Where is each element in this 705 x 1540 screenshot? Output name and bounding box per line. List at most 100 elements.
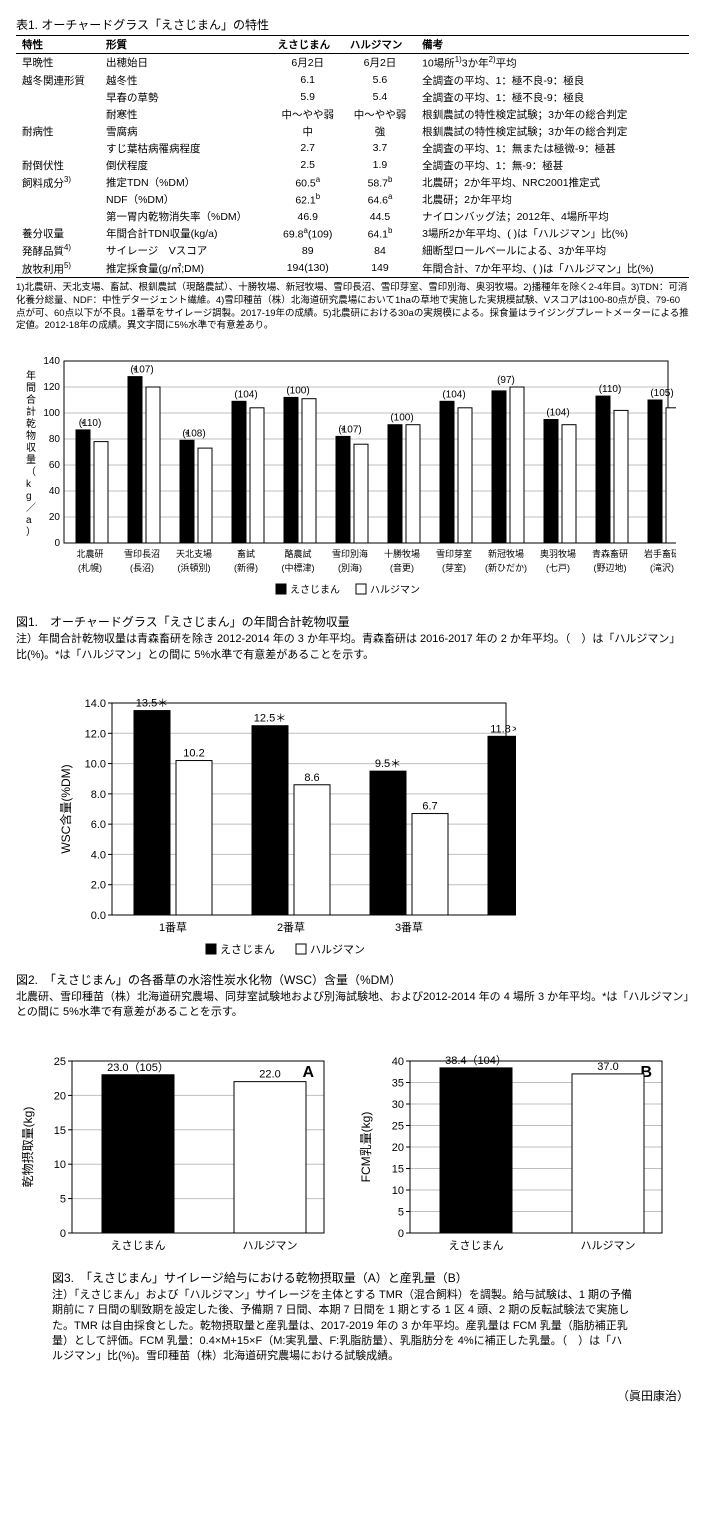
table-cell: 雪腐病: [100, 123, 272, 140]
table-cell: 89: [272, 242, 344, 260]
svg-text:雪印芽室: 雪印芽室: [436, 548, 472, 559]
svg-text:a: a: [26, 515, 32, 526]
table-cell: 64.6a: [344, 191, 416, 208]
svg-text:計: 計: [26, 405, 36, 418]
svg-text:20: 20: [49, 512, 61, 523]
table-cell: 2.7: [272, 140, 344, 157]
svg-text:年: 年: [26, 369, 36, 382]
svg-text:35: 35: [392, 1077, 404, 1089]
svg-text:13.5＊: 13.5＊: [136, 698, 168, 710]
fig2-chart: 0.02.04.06.08.010.012.014.0WSC含量(%DM)13.…: [56, 685, 689, 965]
table-cell: [16, 208, 100, 225]
svg-text:37.0: 37.0: [597, 1061, 618, 1073]
svg-text:(新得): (新得): [234, 562, 258, 573]
svg-text:／: ／: [26, 502, 36, 514]
svg-text:38.4（104）: 38.4（104）: [445, 1054, 507, 1067]
svg-text:25: 25: [54, 1056, 66, 1068]
svg-text:10.0: 10.0: [85, 759, 106, 771]
fig1-caption: 図1. オーチャードグラス「えさじまん」の年間合計乾物収量: [16, 613, 689, 630]
fig1-chart: 020406080100120140年間合計乾物収量（kg／a）(110)*北農…: [16, 347, 689, 607]
svg-text:合: 合: [26, 393, 36, 406]
table-cell: 耐倒伏性: [16, 157, 100, 174]
table-cell: 60.5a: [272, 174, 344, 192]
svg-text:(104): (104): [234, 390, 257, 401]
svg-text:25: 25: [392, 1120, 404, 1132]
svg-text:物: 物: [26, 429, 36, 442]
svg-text:雪印別海: 雪印別海: [332, 548, 368, 559]
table1-footnote: 1)北農研、天北支場、畜試、根釧農試（現酪農試）、十勝牧場、新冠牧場、雪印長沼、…: [16, 282, 689, 333]
svg-text:8.0: 8.0: [91, 789, 106, 801]
svg-text:12.5＊: 12.5＊: [254, 713, 286, 725]
svg-text:（: （: [26, 466, 36, 478]
svg-text:畜試: 畜試: [237, 548, 255, 559]
table-cell: [16, 106, 100, 123]
svg-text:新冠牧場: 新冠牧場: [488, 548, 524, 559]
fig3-caption: 図3. 「えさじまん」サイレージ給与における乾物摂取量（A）と産乳量（B）: [52, 1269, 689, 1286]
svg-text:(滝沢): (滝沢): [650, 562, 674, 573]
table-cell: 根釧農試の特性検定試験；3か年の総合判定: [416, 123, 689, 140]
svg-text:15: 15: [392, 1163, 404, 1175]
svg-text:20: 20: [54, 1090, 66, 1102]
fig1-note: 注）年間合計乾物収量は青森畜研を除き 2012-2014 年の 3 か年平均。青…: [16, 632, 689, 663]
svg-text:0: 0: [60, 1228, 66, 1240]
svg-text:1番草: 1番草: [159, 921, 187, 934]
svg-text:(野辺地): (野辺地): [594, 562, 627, 573]
svg-text:120: 120: [43, 382, 60, 393]
table-cell: 飼料成分3): [16, 174, 100, 192]
table-cell: 6月2日: [344, 54, 416, 72]
svg-text:青森畜研: 青森畜研: [592, 548, 628, 559]
credit: （眞田康治）: [16, 1387, 689, 1404]
svg-text:）: ）: [26, 526, 36, 538]
svg-text:12.0: 12.0: [85, 728, 106, 740]
svg-text:(100): (100): [390, 413, 413, 424]
svg-text:(中標津): (中標津): [282, 562, 315, 573]
table-cell: 5.6: [344, 72, 416, 89]
table-cell: 年間合計、7か年平均、( )は「ハルジマン」比(%): [416, 260, 689, 278]
svg-text:40: 40: [49, 486, 61, 497]
svg-text:(札幌): (札幌): [78, 562, 102, 573]
table-cell: 発酵品質4): [16, 242, 100, 260]
svg-text:乾: 乾: [26, 417, 36, 430]
svg-text:FCM乳量(kg): FCM乳量(kg): [359, 1111, 373, 1182]
svg-text:k: k: [26, 479, 32, 490]
svg-text:WSC含量(%DM): WSC含量(%DM): [58, 764, 73, 853]
svg-text:5: 5: [60, 1193, 66, 1205]
svg-text:23.0（105）: 23.0（105）: [107, 1061, 169, 1074]
table-cell: 3.7: [344, 140, 416, 157]
table-cell: 根釧農試の特性検定試験；3か年の総合判定: [416, 106, 689, 123]
table-cell: 194(130): [272, 260, 344, 278]
svg-text:8.6: 8.6: [304, 772, 319, 784]
svg-text:80: 80: [49, 434, 61, 445]
fig3-chart: 0510152025乾物摂取量(kg)A23.0（105）えさじまん22.0ハル…: [16, 1043, 689, 1263]
table-cell: 細断型ロールベールによる、3か年平均: [416, 242, 689, 260]
svg-text:ハルジマン: ハルジマン: [370, 585, 420, 596]
svg-text:天北支場: 天北支場: [176, 548, 212, 559]
svg-text:(新ひだか): (新ひだか): [485, 562, 527, 573]
svg-text:量: 量: [26, 454, 36, 466]
table-cell: 64.1b: [344, 225, 416, 242]
svg-text:奥羽牧場: 奥羽牧場: [540, 548, 576, 559]
table-cell: 149: [344, 260, 416, 278]
svg-text:140: 140: [43, 356, 60, 367]
table-cell: 推定採食量(g/㎡;DM): [100, 260, 272, 278]
table-cell: ナイロンバッグ法；2012年、4場所平均: [416, 208, 689, 225]
svg-text:えさじまん: えさじまん: [290, 584, 340, 596]
svg-text:A: A: [302, 1064, 314, 1081]
svg-text:0: 0: [54, 538, 60, 549]
svg-text:岩手畜研: 岩手畜研: [644, 548, 676, 559]
svg-text:6.7: 6.7: [422, 801, 437, 813]
svg-text:100: 100: [43, 408, 60, 419]
table-cell: 耐寒性: [100, 106, 272, 123]
table-cell: 3場所2か年平均、( )は「ハルジマン」比(%): [416, 225, 689, 242]
table1: 特性形質えさじまんハルジマン備考 早晩性出穂始日6月2日6月2日10場所1)3か…: [16, 35, 689, 278]
svg-text:(100): (100): [286, 386, 309, 397]
table-cell: 越冬性: [100, 72, 272, 89]
fig2-caption: 図2. 「えさじまん」の各番草の水溶性炭水化物（WSC）含量（%DM）: [16, 971, 689, 988]
svg-text:酪農試: 酪農試: [284, 548, 311, 559]
svg-text:2.0: 2.0: [91, 880, 106, 892]
svg-text:5: 5: [398, 1206, 404, 1218]
svg-text:*: *: [133, 366, 138, 378]
svg-text:ハルジマン: ハルジマン: [581, 1240, 636, 1252]
svg-text:0: 0: [398, 1228, 404, 1240]
table-cell: 58.7b: [344, 174, 416, 192]
